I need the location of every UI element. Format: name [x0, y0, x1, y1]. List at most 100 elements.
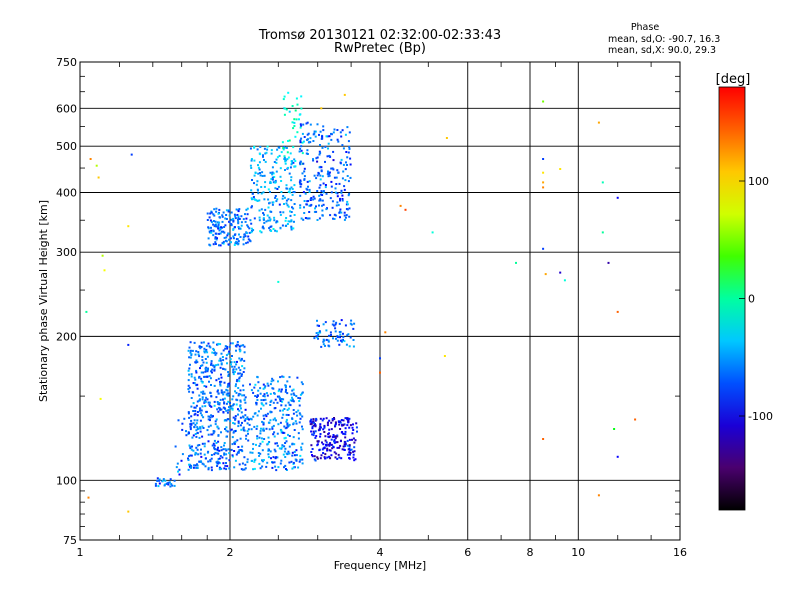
data-point: [215, 461, 218, 464]
data-point: [333, 417, 335, 419]
data-point: [299, 160, 302, 163]
data-point: [282, 375, 285, 378]
data-point: [206, 398, 209, 401]
data-point: [247, 235, 250, 238]
data-point: [347, 151, 350, 154]
data-point: [279, 400, 282, 402]
data-point: [348, 444, 351, 447]
data-point: [319, 423, 322, 426]
data-point: [256, 399, 259, 401]
plot-frame: [79, 61, 681, 541]
data-point: [188, 463, 191, 466]
data-point: [285, 426, 288, 429]
data-point: [286, 158, 289, 161]
data-point: [194, 361, 197, 364]
data-point: [329, 449, 332, 452]
data-point: [290, 220, 293, 223]
data-point: [285, 202, 288, 205]
x-tick-label: 10: [571, 546, 585, 559]
data-point: [321, 204, 323, 207]
data-point: [215, 210, 218, 213]
data-point: [263, 185, 266, 188]
data-point: [319, 425, 322, 428]
data-point: [321, 419, 324, 422]
data-point: [262, 395, 265, 397]
data-point: [208, 375, 211, 378]
data-point: [256, 394, 259, 397]
data-point: [281, 141, 284, 144]
data-point: [309, 123, 312, 126]
data-point: [210, 362, 213, 365]
data-point: [209, 416, 212, 419]
data-point: [249, 147, 252, 150]
data-point: [349, 453, 351, 456]
data-point: [250, 460, 253, 462]
data-point: [233, 450, 236, 452]
data-point: [264, 181, 267, 184]
data-point: [261, 403, 264, 406]
data-point: [286, 392, 289, 395]
data-point: [299, 204, 302, 207]
data-point: [210, 457, 213, 460]
data-point: [299, 413, 302, 416]
data-point: [267, 198, 270, 201]
data-point: [188, 455, 190, 458]
data-point: [338, 210, 341, 213]
data-point: [219, 398, 222, 401]
data-point: [215, 232, 218, 235]
data-point: [295, 454, 298, 457]
data-point: [334, 191, 337, 194]
data-point: [634, 418, 637, 421]
data-point: [319, 144, 321, 146]
data-point: [243, 468, 246, 471]
data-point: [345, 343, 348, 346]
data-point: [312, 140, 315, 142]
data-point: [352, 423, 354, 426]
data-point: [290, 460, 293, 463]
data-point: [285, 413, 288, 416]
data-point: [275, 221, 278, 224]
data-point: [202, 361, 205, 364]
data-point: [269, 171, 272, 174]
data-point: [300, 381, 303, 384]
data-point: [336, 339, 339, 342]
data-point: [233, 442, 236, 445]
data-point: [310, 197, 313, 199]
data-point: [344, 324, 347, 327]
data-point: [154, 482, 157, 485]
data-point: [267, 219, 270, 222]
data-point: [241, 365, 244, 368]
data-point: [240, 449, 243, 452]
data-point: [258, 161, 261, 164]
data-point: [246, 213, 249, 216]
data-point: [311, 427, 314, 430]
data-point: [201, 398, 204, 401]
data-point: [212, 347, 215, 350]
data-point: [318, 153, 321, 156]
data-point: [239, 399, 242, 402]
data-point: [216, 462, 219, 465]
data-point: [308, 217, 311, 220]
data-point: [196, 419, 199, 422]
data-point: [328, 449, 331, 452]
data-point: [311, 454, 313, 456]
data-point: [322, 323, 325, 326]
data-point: [279, 421, 282, 424]
data-point: [240, 357, 243, 360]
data-point: [334, 214, 337, 217]
data-point: [231, 454, 234, 457]
data-point: [191, 436, 194, 439]
data-point: [337, 453, 340, 456]
data-point: [224, 217, 227, 220]
data-point: [333, 324, 335, 327]
data-point: [318, 217, 321, 220]
data-point: [245, 232, 248, 235]
data-point: [247, 238, 250, 241]
data-point: [317, 337, 319, 340]
data-point: [189, 363, 191, 366]
data-point: [210, 395, 213, 398]
data-point: [321, 194, 324, 196]
data-point: [290, 163, 293, 166]
data-point: [245, 217, 248, 220]
data-point: [300, 183, 303, 186]
